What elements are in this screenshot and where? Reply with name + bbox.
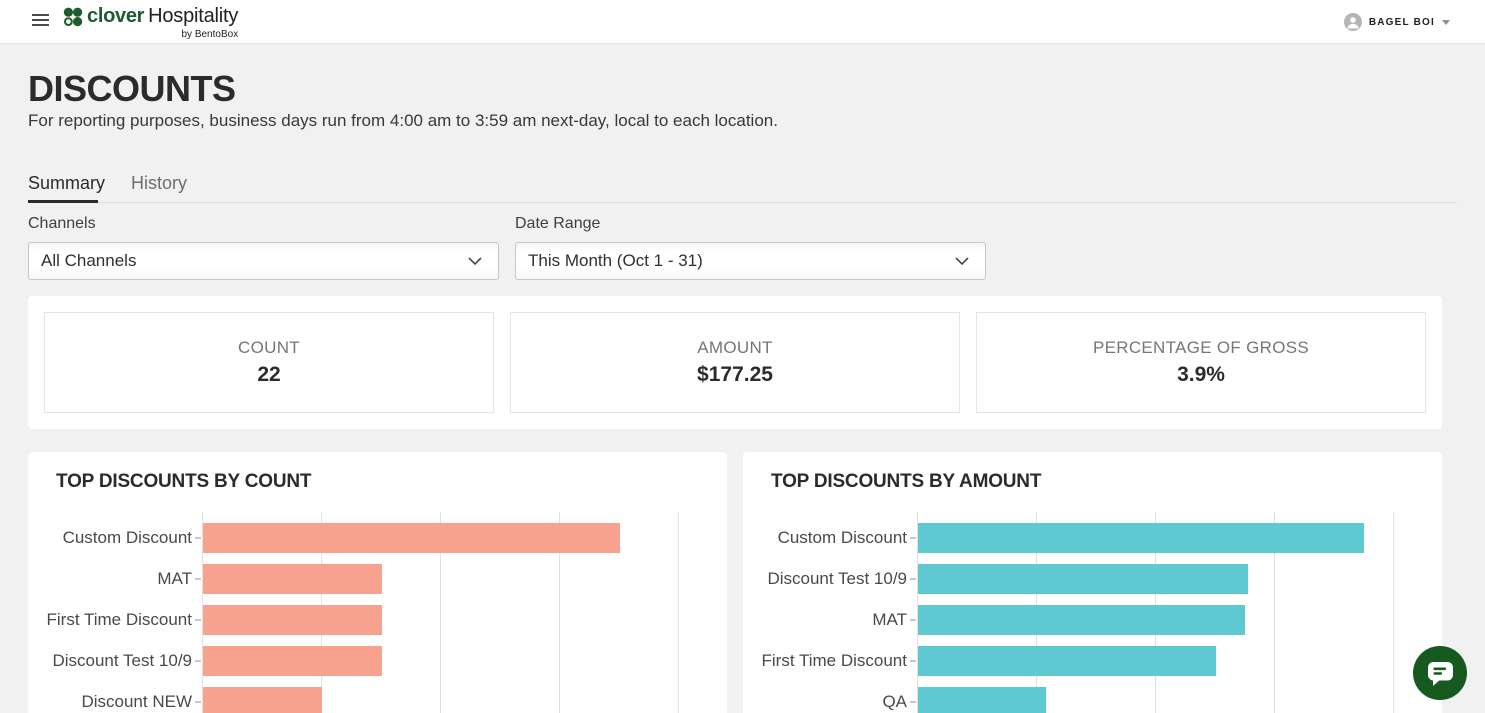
tabs-divider <box>28 202 1457 203</box>
stat-card-percentage-of-gross: PERCENTAGE OF GROSS 3.9% <box>976 312 1426 413</box>
tab-bar: Summary History <box>28 173 187 207</box>
gridline <box>559 512 560 713</box>
category-label: First Time Discount <box>761 651 907 671</box>
bar-row: Discount Test 10/9 <box>52 646 678 677</box>
clover-icon <box>63 7 83 26</box>
chart-plot: Custom Discount Discount Test 10/9 MAT Firs… <box>762 512 1394 713</box>
bar-row: QA <box>882 687 1393 713</box>
bar <box>918 687 1046 713</box>
avatar-icon <box>1343 13 1362 31</box>
logo-suffix-text: Hospitality <box>148 5 239 27</box>
category-label: Discount Test 10/9 <box>767 569 907 589</box>
top-navbar: clover Hospitality by BentoBox BAGEL BOI <box>0 0 1485 44</box>
bar <box>918 564 1249 595</box>
category-label: QA <box>882 692 907 712</box>
gridline <box>1274 512 1275 713</box>
bar-row: Custom Discount <box>778 523 1393 553</box>
category-label: Discount NEW <box>81 692 192 712</box>
stat-label: PERCENTAGE OF GROSS <box>1092 338 1310 357</box>
gridline <box>678 512 679 713</box>
bar-row: First Time Discount <box>47 605 678 636</box>
tick-mark <box>195 619 201 622</box>
category-label: Discount Test 10/9 <box>52 651 192 671</box>
chart-panel-top-discounts-by-amount: TOP DISCOUNTS BY AMOUNT Custom Discount D… <box>743 452 1442 713</box>
bar-row: MAT <box>872 605 1393 636</box>
menu-icon[interactable] <box>32 14 49 30</box>
bar <box>203 605 382 636</box>
logo-brand-text: clover <box>87 5 145 27</box>
active-tab-underline <box>28 200 98 203</box>
logo-byline: by BentoBox <box>181 29 239 40</box>
stat-value: 3.9% <box>1177 363 1225 386</box>
chat-bubble-icon <box>1413 646 1467 700</box>
stat-card-count: COUNT 22 <box>44 312 494 413</box>
bar <box>918 646 1216 677</box>
chart-title: TOP DISCOUNTS BY COUNT <box>56 471 312 492</box>
bar <box>203 687 322 713</box>
tick-mark <box>910 660 916 663</box>
channels-select[interactable]: All Channels <box>28 242 499 280</box>
date-range-filter-label: Date Range <box>515 215 601 232</box>
bar <box>918 523 1365 553</box>
chart-plot: Custom Discount MAT First Time Discount Dis… <box>47 512 679 713</box>
tick-mark <box>910 701 916 704</box>
chart-panel-top-discounts-by-count: TOP DISCOUNTS BY COUNT Custom Discount MA… <box>28 452 727 713</box>
stat-card-amount: AMOUNT $177.25 <box>510 312 960 413</box>
clover-hospitality-logo[interactable]: clover Hospitality by BentoBox <box>63 5 238 41</box>
channels-select-value: All Channels <box>41 251 137 270</box>
y-axis-line <box>917 512 918 713</box>
chevron-down-icon <box>468 257 482 265</box>
bar <box>203 523 620 553</box>
page-title: DISCOUNTS <box>28 68 236 109</box>
tick-mark <box>910 537 916 539</box>
tab-summary[interactable]: Summary <box>28 173 106 193</box>
stat-label: AMOUNT <box>697 338 773 357</box>
date-range-select[interactable]: This Month (Oct 1 - 31) <box>515 242 986 280</box>
y-axis-line <box>202 512 203 713</box>
tick-mark <box>910 578 916 581</box>
stat-value: $177.25 <box>697 363 773 386</box>
category-label: MAT <box>157 569 192 589</box>
category-label: First Time Discount <box>46 610 192 630</box>
chart-title: TOP DISCOUNTS BY AMOUNT <box>771 471 1042 492</box>
tick-mark <box>910 619 916 622</box>
tick-mark <box>195 660 201 663</box>
chevron-down-icon <box>955 257 969 265</box>
live-chat-button[interactable] <box>1413 646 1467 700</box>
stat-value: 22 <box>257 363 281 386</box>
tick-mark <box>195 578 201 581</box>
tab-history[interactable]: History <box>131 173 188 193</box>
user-menu[interactable]: BAGEL BOI <box>1343 0 1450 44</box>
gridline <box>1393 512 1394 713</box>
category-label: Custom Discount <box>62 528 192 547</box>
user-name: BAGEL BOI <box>1368 16 1435 28</box>
stat-label: COUNT <box>238 338 300 357</box>
bar-row: Custom Discount <box>63 523 678 553</box>
chevron-down-icon <box>1442 19 1450 25</box>
bar-row: First Time Discount <box>762 646 1393 677</box>
category-label: Custom Discount <box>777 528 907 547</box>
tick-mark <box>195 701 201 704</box>
bar <box>918 605 1246 636</box>
gridline <box>440 512 441 713</box>
bar <box>203 646 382 677</box>
bar-row: Discount NEW <box>81 687 678 713</box>
bar <box>203 564 382 595</box>
summary-panel: COUNT 22 AMOUNT $177.25 PERCENTAGE OF GR… <box>28 296 1442 429</box>
category-label: MAT <box>872 610 907 630</box>
date-range-select-value: This Month (Oct 1 - 31) <box>528 251 703 270</box>
page-subtitle: For reporting purposes, business days ru… <box>28 111 778 130</box>
bar-row: MAT <box>157 564 678 595</box>
channels-filter-label: Channels <box>28 215 96 232</box>
bar-row: Discount Test 10/9 <box>767 564 1393 595</box>
tick-mark <box>195 537 201 539</box>
